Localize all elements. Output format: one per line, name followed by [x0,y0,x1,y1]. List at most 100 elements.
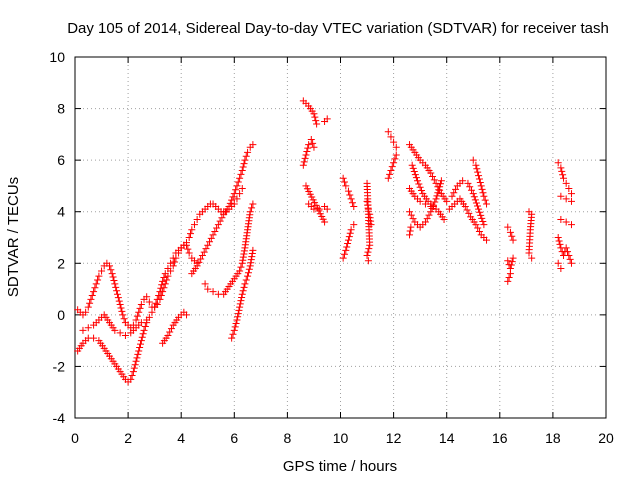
data-point [131,361,139,369]
data-point [433,192,441,200]
data-point [562,195,570,203]
x-tick-label: 10 [333,430,349,446]
data-point [483,200,491,208]
data-point [84,303,92,311]
data-point [465,209,473,217]
data-point [391,155,399,163]
data-point [480,192,488,200]
data-point [339,254,347,262]
data-point [313,120,321,128]
data-point [428,204,436,212]
data-point [440,215,448,223]
data-point [554,234,562,241]
data-point [90,288,98,296]
data-point [443,197,451,205]
data-point [470,193,478,201]
x-tick-label: 14 [439,430,455,446]
data-point [216,217,224,225]
data-track [305,200,331,213]
data-point [344,187,352,195]
data-track [406,177,445,231]
data-point [211,227,219,235]
data-point [90,334,98,342]
data-point [244,269,252,277]
data-point [143,316,151,324]
data-point [475,172,483,180]
data-point [415,180,423,188]
data-point [421,200,429,208]
data-point [467,186,475,194]
data-point [461,203,469,211]
data-point [137,337,145,345]
data-point [160,284,168,292]
data-point [218,214,226,222]
data-point [339,174,347,182]
data-point [567,190,575,198]
data-point [562,218,570,226]
data-point [136,304,144,312]
data-point [234,178,242,186]
data-track [302,182,329,226]
data-point [228,334,236,342]
data-point [423,215,431,223]
data-point [565,252,573,260]
data-point [236,303,244,311]
data-point [409,215,417,223]
data-point [113,290,121,298]
data-point [136,340,144,348]
data-point [204,285,212,293]
data-point [242,276,250,284]
data-track [554,234,575,267]
data-point [152,299,160,307]
data-point [417,186,425,194]
data-point [410,167,418,175]
data-point [231,323,239,331]
data-point [229,330,237,338]
data-point [407,211,415,219]
data-point [79,326,87,334]
data-point [135,308,143,316]
data-point [558,167,566,175]
data-point [183,311,191,319]
data-point [384,174,392,182]
chart-title: Day 105 of 2014, Sidereal Day-to-day VTE… [67,20,609,37]
data-point [229,193,237,201]
data-point [111,280,119,288]
data-point [226,199,234,207]
data-point [347,195,355,203]
data-point [508,258,516,266]
data-point [116,301,124,309]
data-point [172,254,180,262]
data-point [476,178,484,186]
data-point [193,262,201,270]
data-point [238,293,246,301]
data-point [554,159,562,167]
data-point [91,284,99,292]
data-point [200,248,208,256]
data-point [237,297,245,305]
data-point [115,297,123,305]
x-tick-label: 2 [124,430,132,446]
data-track [79,311,151,339]
data-point [98,267,106,275]
data-point [209,288,217,296]
data-point [560,174,568,182]
data-track [445,195,491,244]
data-point [82,308,90,316]
data-point [307,136,315,144]
data-point [185,249,193,257]
data-point [427,208,435,216]
data-point [233,195,241,203]
x-tick-label: 16 [492,430,508,446]
data-point [130,364,138,372]
data-point [478,214,486,222]
data-point [128,371,136,379]
data-point [92,280,100,288]
data-point [230,326,238,334]
data-point [157,292,165,300]
data-point [386,170,394,178]
data-point [204,241,212,249]
data-point [241,280,249,288]
data-point [143,293,151,301]
